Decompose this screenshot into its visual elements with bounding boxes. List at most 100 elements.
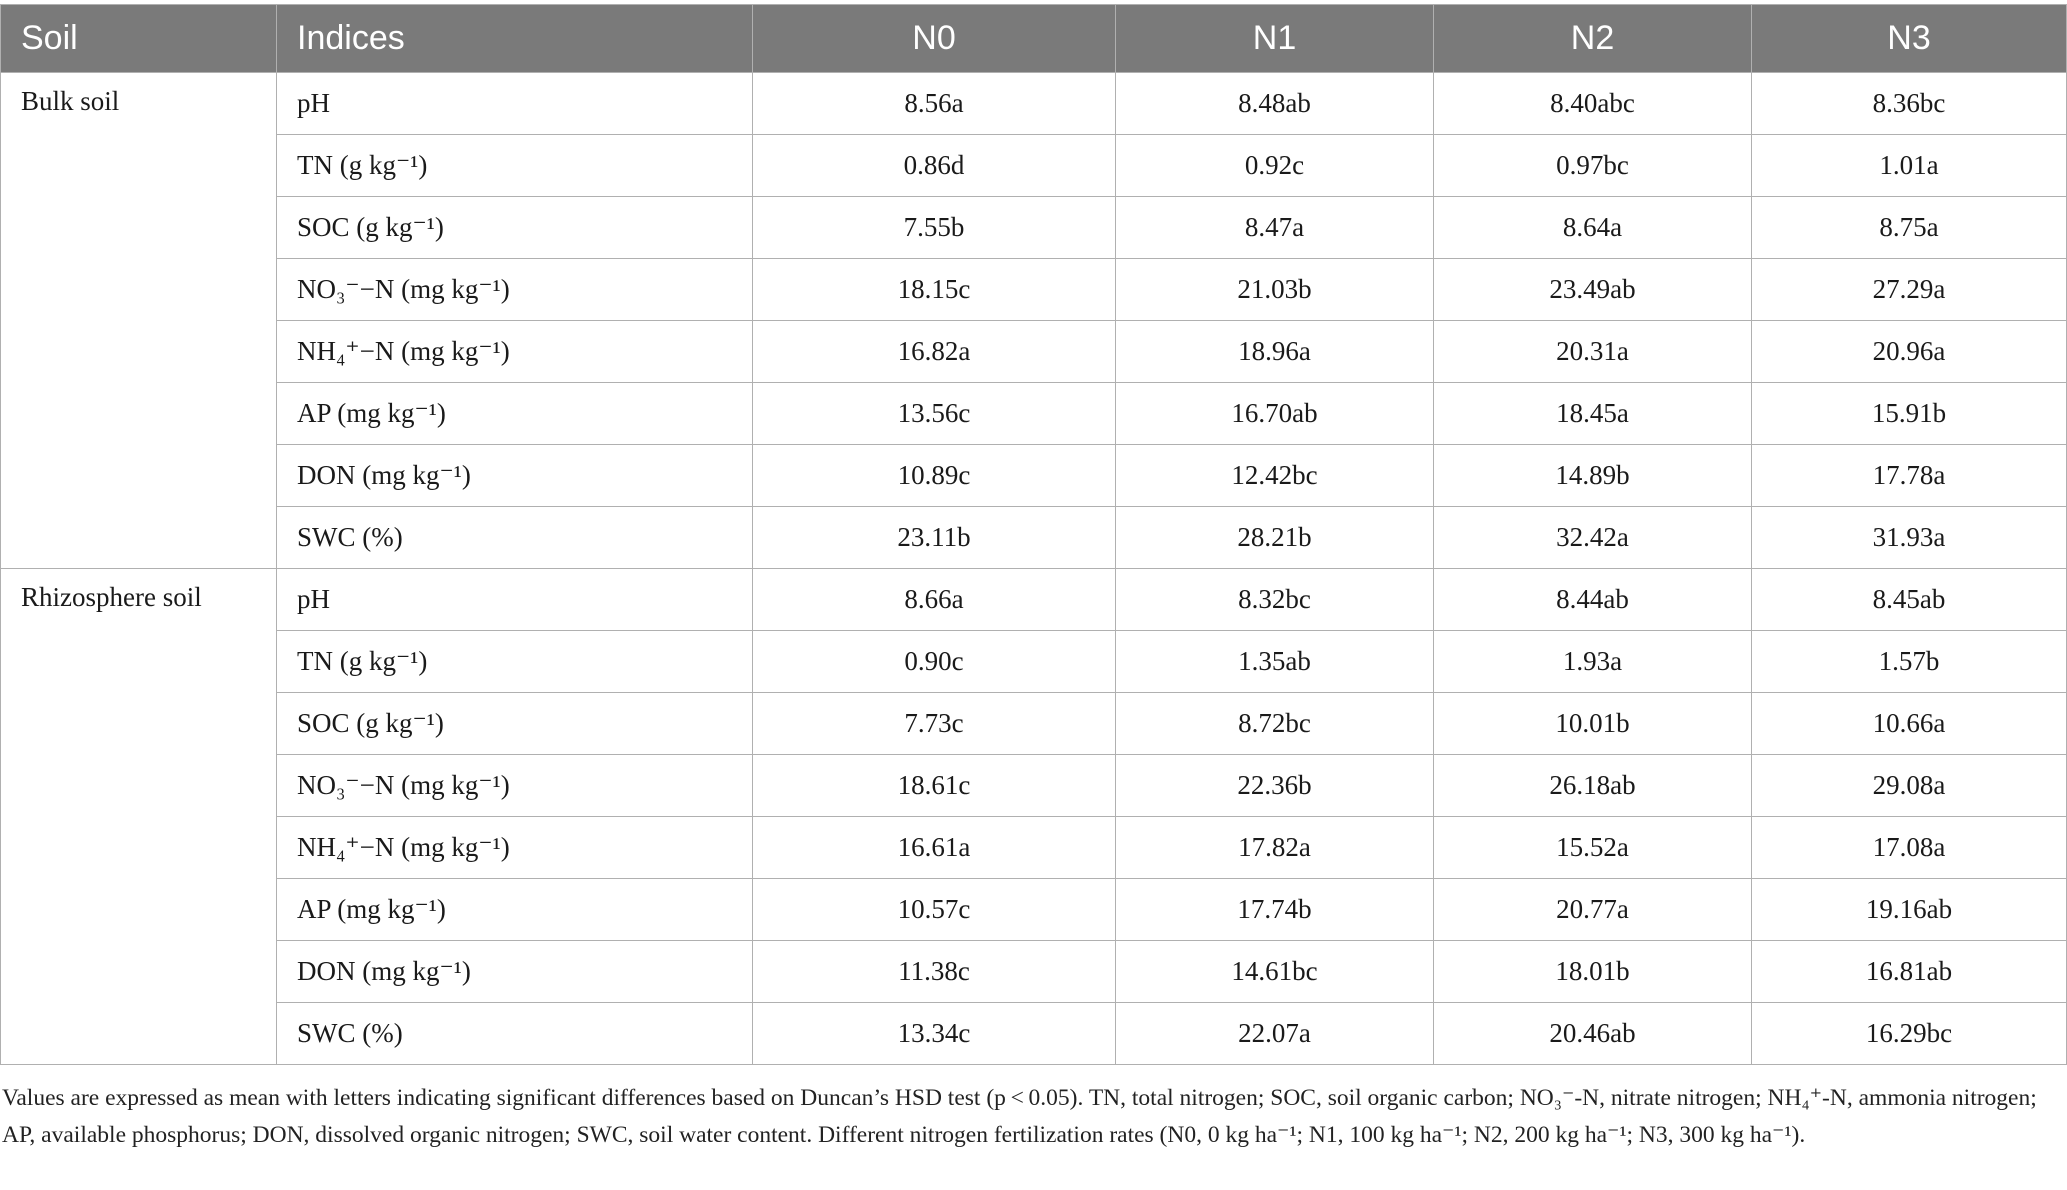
index-label: SWC (%): [276, 1002, 753, 1065]
value-cell-n0: 16.82a: [752, 320, 1116, 383]
value-cell-n0: 23.11b: [752, 506, 1116, 569]
header-indices: Indices: [276, 4, 753, 73]
value-cell-n3: 8.36bc: [1751, 72, 2067, 135]
value-cell-n3: 27.29a: [1751, 258, 2067, 321]
value-cell-n2: 26.18ab: [1433, 754, 1752, 817]
header-n3: N3: [1751, 4, 2067, 73]
value-cell-n1: 28.21b: [1115, 506, 1434, 569]
value-cell-n0: 13.56c: [752, 382, 1116, 445]
value-cell-n0: 7.73c: [752, 692, 1116, 755]
value-cell-n0: 13.34c: [752, 1002, 1116, 1065]
table-row: Bulk soil pH 8.56a 8.48ab 8.40abc 8.36bc: [0, 72, 2067, 569]
table-row: NH₄⁺−N (mg kg⁻¹) 16.82a 18.96a 20.31a 20.96a: [1, 320, 2067, 383]
table-row: DON (mg kg⁻¹) 10.89c 12.42bc 14.89b 17.78a: [1, 444, 2067, 507]
table-row: Rhizosphere soil pH 8.66a 8.32bc 8.44ab 8.45a…: [0, 568, 2067, 1065]
value-cell-n1: 0.92c: [1115, 134, 1434, 197]
value-cell-n2: 10.01b: [1433, 692, 1752, 755]
table-row: SWC (%) 13.34c 22.07a 20.46ab 16.29bc: [1, 1002, 2067, 1065]
soil-properties-table: Soil Indices N0 N1 N2 N3 Bulk soil pH 8.56…: [0, 4, 2067, 1065]
value-cell-n3: 31.93a: [1751, 506, 2067, 569]
table-row: AP (mg kg⁻¹) 10.57c 17.74b 20.77a 19.16ab: [1, 878, 2067, 941]
header-n2: N2: [1433, 4, 1752, 73]
value-cell-n2: 20.77a: [1433, 878, 1752, 941]
header-soil: Soil: [0, 4, 277, 73]
value-cell-n3: 10.66a: [1751, 692, 2067, 755]
soil-group-label: Bulk soil: [0, 72, 277, 569]
value-cell-n2: 23.49ab: [1433, 258, 1752, 321]
table-row: AP (mg kg⁻¹) 13.56c 16.70ab 18.45a 15.91b: [1, 382, 2067, 445]
value-cell-n2: 14.89b: [1433, 444, 1752, 507]
value-cell-n1: 12.42bc: [1115, 444, 1434, 507]
value-cell-n3: 1.57b: [1751, 630, 2067, 693]
index-label: NH₄⁺−N (mg kg⁻¹): [276, 320, 753, 383]
value-cell-n2: 18.01b: [1433, 940, 1752, 1003]
value-cell-n1: 17.82a: [1115, 816, 1434, 879]
soil-group-label: Rhizosphere soil: [0, 568, 277, 1065]
index-label: TN (g kg⁻¹): [276, 630, 753, 693]
value-cell-n2: 8.64a: [1433, 196, 1752, 259]
index-label: NH₄⁺−N (mg kg⁻¹): [276, 816, 753, 879]
value-cell-n2: 32.42a: [1433, 506, 1752, 569]
value-cell-n0: 8.56a: [752, 72, 1116, 135]
value-cell-n3: 19.16ab: [1751, 878, 2067, 941]
value-cell-n0: 8.66a: [752, 568, 1116, 631]
table-row: SOC (g kg⁻¹) 7.73c 8.72bc 10.01b 10.66a: [1, 692, 2067, 755]
value-cell-n2: 20.31a: [1433, 320, 1752, 383]
value-cell-n1: 21.03b: [1115, 258, 1434, 321]
value-cell-n3: 20.96a: [1751, 320, 2067, 383]
table-row: NO₃⁻−N (mg kg⁻¹) 18.15c 21.03b 23.49ab 27.29…: [1, 258, 2067, 321]
value-cell-n3: 16.81ab: [1751, 940, 2067, 1003]
value-cell-n0: 0.86d: [752, 134, 1116, 197]
table-footnote: Values are expressed as mean with letter…: [2, 1085, 2037, 1148]
value-cell-n2: 1.93a: [1433, 630, 1752, 693]
value-cell-n1: 16.70ab: [1115, 382, 1434, 445]
value-cell-n1: 22.07a: [1115, 1002, 1434, 1065]
index-label: DON (mg kg⁻¹): [276, 444, 753, 507]
value-cell-n2: 0.97bc: [1433, 134, 1752, 197]
value-cell-n1: 8.47a: [1115, 196, 1434, 259]
value-cell-n0: 16.61a: [752, 816, 1116, 879]
table-row: NH₄⁺−N (mg kg⁻¹) 16.61a 17.82a 15.52a 17.08a: [1, 816, 2067, 879]
value-cell-n2: 15.52a: [1433, 816, 1752, 879]
table-row: SOC (g kg⁻¹) 7.55b 8.47a 8.64a 8.75a: [1, 196, 2067, 259]
value-cell-n2: 18.45a: [1433, 382, 1752, 445]
value-cell-n3: 16.29bc: [1751, 1002, 2067, 1065]
index-label: NO₃⁻−N (mg kg⁻¹): [276, 258, 753, 321]
data-table-container: Soil Indices N0 N1 N2 N3 Bulk soil pH 8.56…: [0, 4, 2067, 1065]
value-cell-n1: 1.35ab: [1115, 630, 1434, 693]
value-cell-n0: 0.90c: [752, 630, 1116, 693]
value-cell-n3: 15.91b: [1751, 382, 2067, 445]
index-label: SOC (g kg⁻¹): [276, 692, 753, 755]
index-label: SOC (g kg⁻¹): [276, 196, 753, 259]
value-cell-n1: 14.61bc: [1115, 940, 1434, 1003]
table-row: DON (mg kg⁻¹) 11.38c 14.61bc 18.01b 16.81ab: [1, 940, 2067, 1003]
value-cell-n1: 17.74b: [1115, 878, 1434, 941]
table-header-row: Soil Indices N0 N1 N2 N3: [0, 4, 2067, 73]
value-cell-n0: 10.57c: [752, 878, 1116, 941]
table-body: Bulk soil pH 8.56a 8.48ab 8.40abc 8.36bc TN (g…: [0, 72, 2067, 1065]
value-cell-n3: 1.01a: [1751, 134, 2067, 197]
value-cell-n1: 8.32bc: [1115, 568, 1434, 631]
value-cell-n2: 20.46ab: [1433, 1002, 1752, 1065]
index-label: SWC (%): [276, 506, 753, 569]
header-n1: N1: [1115, 4, 1434, 73]
value-cell-n0: 18.15c: [752, 258, 1116, 321]
value-cell-n0: 10.89c: [752, 444, 1116, 507]
index-label: NO₃⁻−N (mg kg⁻¹): [276, 754, 753, 817]
value-cell-n0: 18.61c: [752, 754, 1116, 817]
value-cell-n1: 22.36b: [1115, 754, 1434, 817]
header-n0: N0: [752, 4, 1116, 73]
index-label: pH: [276, 72, 753, 135]
value-cell-n3: 17.78a: [1751, 444, 2067, 507]
value-cell-n3: 8.75a: [1751, 196, 2067, 259]
value-cell-n0: 7.55b: [752, 196, 1116, 259]
table-row: TN (g kg⁻¹) 0.90c 1.35ab 1.93a 1.57b: [1, 630, 2067, 693]
table-row: SWC (%) 23.11b 28.21b 32.42a 31.93a: [1, 506, 2067, 569]
index-label: DON (mg kg⁻¹): [276, 940, 753, 1003]
value-cell-n3: 29.08a: [1751, 754, 2067, 817]
table-row: TN (g kg⁻¹) 0.86d 0.92c 0.97bc 1.01a: [1, 134, 2067, 197]
value-cell-n2: 8.40abc: [1433, 72, 1752, 135]
value-cell-n0: 11.38c: [752, 940, 1116, 1003]
index-label: pH: [276, 568, 753, 631]
value-cell-n1: 8.72bc: [1115, 692, 1434, 755]
